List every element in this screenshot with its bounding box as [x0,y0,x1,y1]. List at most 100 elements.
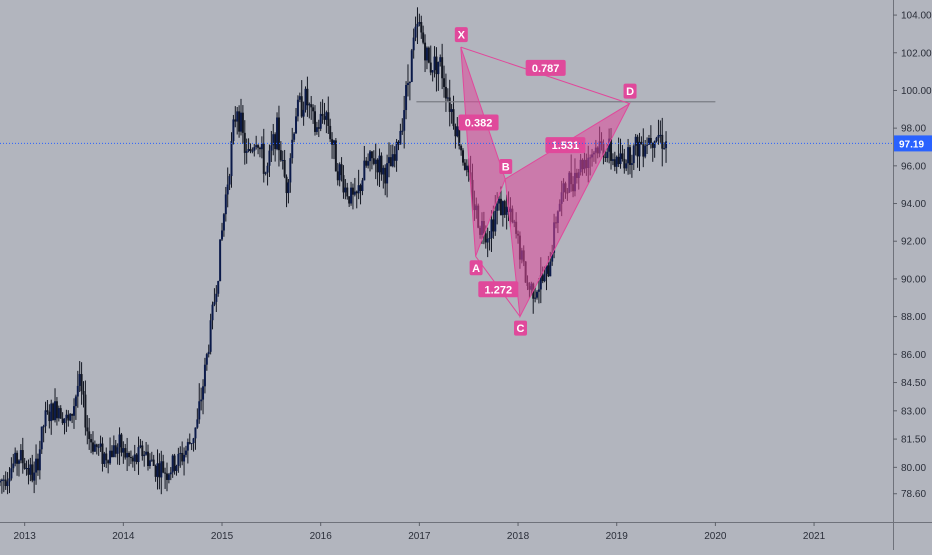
candle-body [289,158,292,183]
pattern-point-d-badge [623,83,637,99]
candle-body [365,160,368,166]
candle-body [0,480,1,483]
candle-body [370,151,373,159]
candle-body [444,86,447,99]
candle-body [148,460,151,467]
candle-body [209,320,212,352]
candle-body [551,252,554,262]
candle-body [296,99,299,117]
candle-body [285,176,288,194]
candle-body [264,172,267,174]
candle-body [496,203,499,211]
candle-body [549,261,552,277]
candle-body [304,88,307,110]
candle-body [74,396,77,407]
candle-body [277,117,280,151]
candle-body [112,445,115,458]
candle-body [238,111,241,132]
candle-body [321,113,324,117]
candle-body [545,265,548,274]
candle-body [190,443,193,445]
candle-body [154,465,157,477]
harmonic-pattern[interactable]: X A B C D 0.382 0.787 1.272 1.531 [416,27,716,336]
candle-body [348,196,351,204]
candle-body [446,97,449,99]
candle-body [78,374,81,386]
candle-body [52,403,55,421]
candle-body [537,289,540,292]
candle-body [617,156,620,165]
candle-body [12,463,15,469]
candle-body [65,414,68,419]
candle-body [418,22,421,24]
candle-body [71,413,74,416]
candle-body [462,150,465,163]
candle-body [245,151,248,153]
candle-body [295,116,298,134]
candle-body [8,478,11,482]
pattern-ratio-label: 1.272 [485,284,513,296]
candle-body [412,37,415,51]
pattern-point-label: X [458,30,466,42]
candle-body [431,70,434,73]
candle-body [226,184,229,195]
pattern-ratio-label: 1.531 [552,140,580,152]
candle-body [642,144,645,157]
candle-body [230,141,233,177]
candle-body [80,374,83,392]
candle-body [382,167,385,175]
candle-body [293,133,296,140]
pattern-ratio-badge [478,281,519,298]
candle-body [410,50,413,82]
candle-body [67,414,70,421]
candle-body [384,167,387,184]
y-tick-label: 80.00 [901,463,926,474]
candle-body [162,461,165,473]
candle-body [332,140,335,145]
candle-body [351,187,354,195]
candle-body [0,479,3,481]
x-tick-label: 2018 [507,531,530,542]
candle-body [84,394,87,428]
candle-body [486,238,489,243]
candle-body [536,291,539,298]
candle-body [122,448,125,453]
candle-body [137,447,140,462]
x-tick-label: 2020 [704,531,727,542]
candle-body [448,97,451,112]
candle-body [300,96,303,117]
candle-body [657,135,660,138]
candle-body [243,132,246,153]
candle-body [279,150,282,161]
candle-body [42,426,45,428]
candle-body [48,411,51,422]
candle-body [177,453,180,466]
candle-body [6,481,9,487]
candle-body [613,159,616,167]
candle-body [376,159,379,173]
candle-body [268,150,271,166]
candle-body [120,434,123,453]
candle-body [158,463,161,478]
candle-body [29,464,32,475]
candle-body [221,230,224,240]
candle-body [175,465,178,471]
candle-body [484,233,487,243]
candle-body [367,161,370,166]
candle-body [224,194,227,215]
candle-body [425,47,428,61]
candle-body [247,148,250,152]
candle-body [399,131,402,145]
candle-body [638,141,641,157]
candle-body [355,191,358,194]
candle-body [492,219,495,232]
candle-body [69,413,72,421]
candle-body [173,455,176,471]
candle-body [10,468,13,479]
pattern-point-label: B [502,162,510,174]
candle-body [207,351,210,355]
candle-body [4,479,7,487]
